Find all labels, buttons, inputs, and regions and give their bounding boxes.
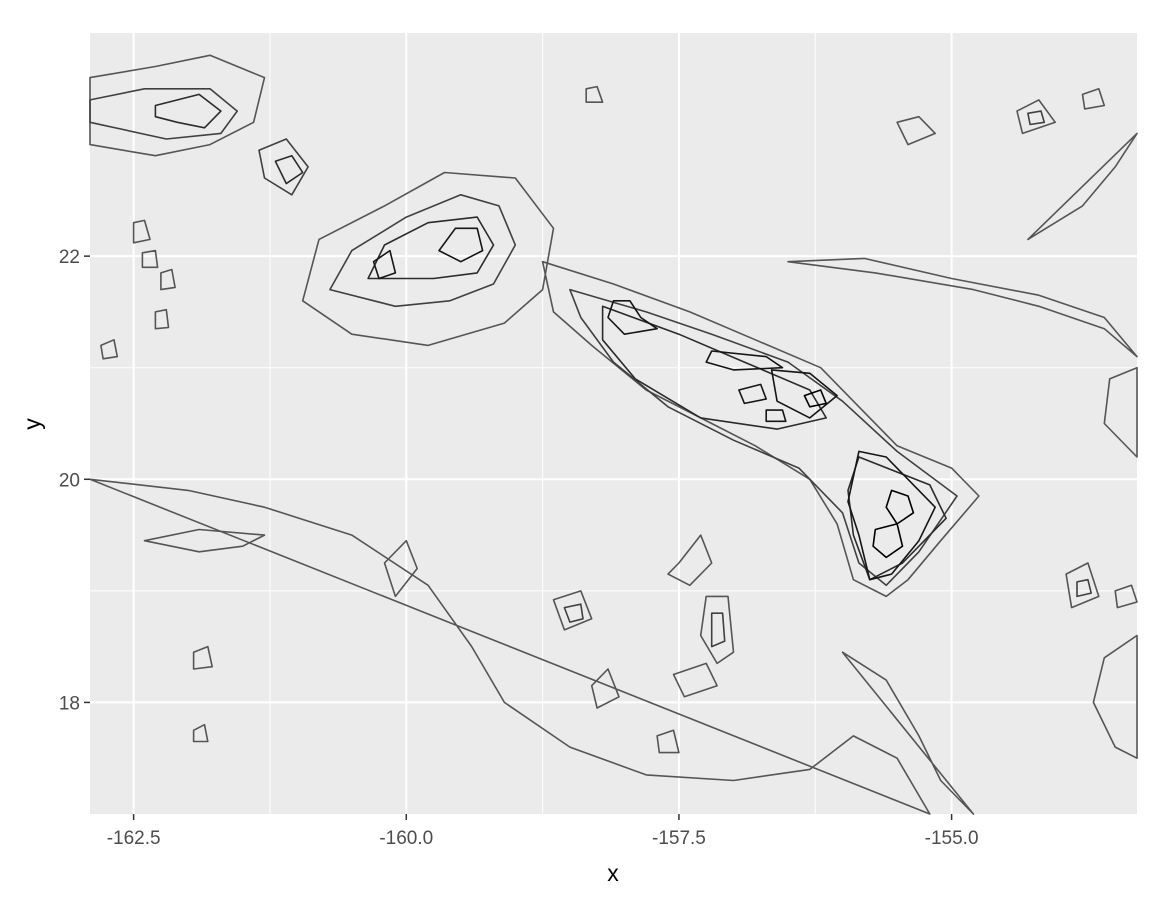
x-tick-label: -157.5 — [652, 828, 706, 849]
contour-line — [1027, 110, 1046, 126]
contour-line — [132, 219, 151, 244]
contour-line — [1065, 562, 1100, 609]
y-axis-title: y — [19, 418, 45, 430]
x-axis-ticks: -162.5 -160.0 -157.5 -155.0 — [107, 814, 979, 849]
contour-line — [1076, 578, 1092, 598]
contour-line — [160, 268, 176, 291]
contour-line — [563, 603, 584, 623]
contour-line — [738, 383, 767, 405]
contour-line — [143, 528, 266, 553]
y-tick-label: 20 — [59, 470, 80, 491]
x-tick-label: -160.0 — [379, 828, 433, 849]
y-tick-label: 18 — [59, 693, 80, 714]
contour-line — [383, 539, 418, 598]
contour-line — [885, 489, 915, 525]
x-tick-label: -155.0 — [925, 828, 979, 849]
contour-line — [787, 257, 1138, 358]
contour-line — [89, 88, 238, 140]
contour-line — [710, 612, 726, 648]
contour-line — [154, 93, 222, 129]
contour-line — [601, 305, 827, 430]
contour-line — [841, 651, 975, 815]
contour-line — [438, 227, 484, 263]
contour-line — [699, 595, 735, 665]
contour-line — [552, 590, 593, 631]
contour-line — [141, 249, 159, 269]
contour-line — [672, 662, 718, 698]
contour-line — [192, 645, 213, 670]
contour-line — [329, 194, 517, 308]
contour-line — [154, 308, 170, 330]
contour-line — [872, 523, 904, 559]
contour-line — [765, 409, 787, 423]
grid-lines — [90, 33, 1137, 814]
contour-lines — [89, 54, 1138, 815]
contour-line — [705, 350, 784, 371]
contour-line — [372, 249, 397, 280]
contour-line — [667, 534, 713, 587]
contour-line — [770, 369, 838, 419]
contour-line — [1114, 584, 1138, 609]
x-axis-title: x — [607, 860, 619, 886]
contour-line — [569, 288, 958, 587]
contour-line — [100, 339, 119, 360]
contour-line — [192, 723, 209, 743]
contour-line — [803, 389, 827, 408]
contour-line — [1016, 99, 1056, 135]
contour-line — [1103, 366, 1138, 458]
contour-line — [274, 154, 304, 185]
contour-line — [607, 300, 658, 335]
contour-line — [1081, 88, 1106, 110]
contour-line — [258, 138, 309, 196]
x-tick-label: -162.5 — [107, 828, 161, 849]
contour-line — [590, 668, 620, 709]
contour-line — [89, 54, 266, 157]
contour-line — [541, 260, 980, 598]
contour-line — [847, 450, 936, 581]
plot-background — [90, 33, 1137, 814]
contour-line — [301, 171, 555, 347]
contour-line — [656, 729, 680, 754]
contour-line — [367, 216, 495, 280]
contour-line — [89, 478, 931, 815]
contour-line — [1092, 634, 1138, 759]
y-tick-label: 22 — [59, 247, 80, 268]
contour-line — [585, 85, 604, 103]
contour-line — [1027, 132, 1138, 241]
contour-line — [896, 115, 936, 146]
y-axis-ticks: 18 20 22 — [59, 247, 90, 714]
